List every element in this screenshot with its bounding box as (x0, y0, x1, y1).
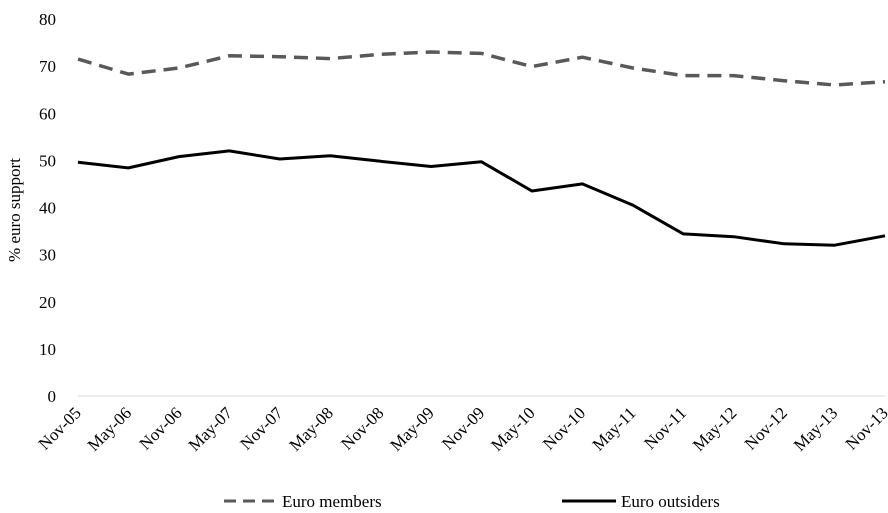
series-layer (77, 50, 886, 247)
y-tick-label: 40 (39, 199, 56, 218)
x-tick-label: May-08 (286, 403, 337, 454)
x-tick-label: Nov-09 (438, 403, 488, 453)
y-tick-label: 10 (39, 340, 56, 359)
x-tick-label: May-09 (386, 403, 437, 454)
x-tick-label: Nov-11 (640, 403, 690, 453)
x-tick-label: Nov-07 (236, 403, 287, 454)
legend: Euro members Euro outsiders (224, 492, 720, 511)
x-tick-label: May-11 (589, 403, 640, 454)
y-tick-label: 0 (48, 387, 57, 406)
y-tick-label: 70 (39, 57, 56, 76)
series-line-euro-outsiders (77, 149, 886, 247)
y-axis-ticks: 0 10 20 30 40 50 60 70 80 (39, 10, 56, 406)
series-line-euro-members (77, 50, 886, 87)
legend-label-euro-members: Euro members (282, 492, 382, 511)
y-tick-label: 80 (39, 10, 56, 29)
y-tick-label: 20 (39, 293, 56, 312)
x-tick-label: May-13 (790, 403, 841, 454)
x-tick-label: May-10 (487, 403, 538, 454)
x-tick-label: Nov-05 (35, 403, 85, 453)
x-tick-label: Nov-08 (337, 403, 387, 453)
x-tick-label: Nov-12 (741, 403, 791, 453)
x-tick-label: Nov-13 (842, 403, 888, 453)
x-tick-label: May-06 (84, 403, 135, 454)
x-tick-label: Nov-10 (539, 403, 589, 453)
y-tick-label: 30 (39, 246, 56, 265)
y-tick-label: 50 (39, 151, 56, 170)
y-tick-label: 60 (39, 104, 56, 123)
x-tick-label: May-07 (185, 403, 237, 455)
legend-label-euro-outsiders: Euro outsiders (621, 492, 720, 511)
x-tick-label: May-12 (689, 403, 740, 454)
y-axis-title: % euro support (5, 158, 24, 262)
x-tick-label: Nov-06 (136, 403, 186, 453)
